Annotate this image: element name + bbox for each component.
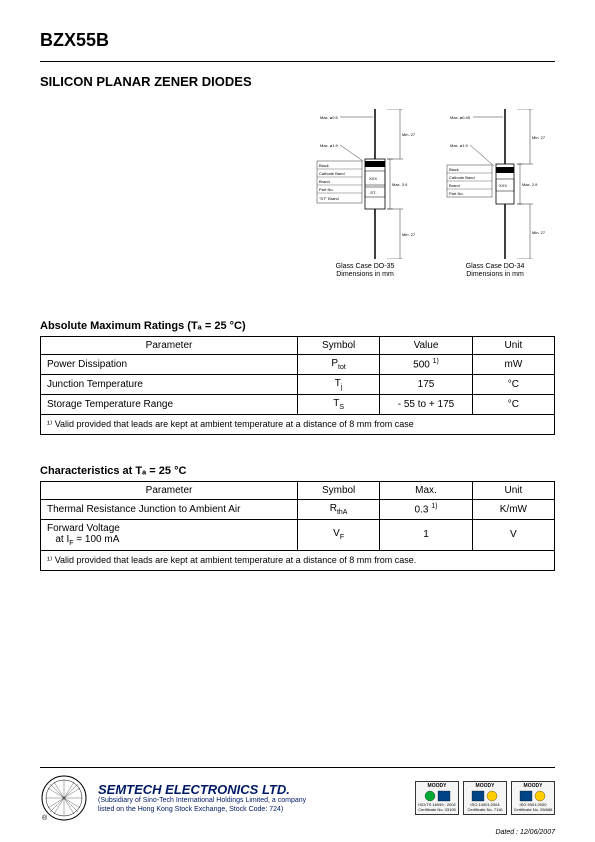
t1-h-param: Parameter [41,336,298,354]
footer-sub1: (Subsidiary of Sino-Tech International H… [98,797,405,805]
cert-badge: MOODY ISO/TS 16949 : 2002 Certificate No… [415,781,459,815]
svg-text:Max. ø0.45: Max. ø0.45 [450,115,471,120]
footer-sub2: listed on the Hong Kong Stock Exchange, … [98,806,405,814]
certification-badges: MOODY ISO/TS 16949 : 2002 Certificate No… [415,781,555,815]
svg-text:Cathode Band: Cathode Band [449,175,475,180]
svg-text:Min. 27.5: Min. 27.5 [532,230,545,235]
t2-h-unit: Unit [472,481,554,499]
t2-h-symbol: Symbol [298,481,380,499]
diagram-do34: XXX Min. 27.5 Min. 27.5 Max. 2.9 Max. ø0… [445,109,545,280]
t1-h-unit: Unit [472,336,554,354]
svg-text:Min. 27.5: Min. 27.5 [402,132,415,137]
table-absolute-maximum-ratings: Parameter Symbol Value Unit Power Dissip… [40,336,555,435]
svg-text:-ST-: -ST- [369,190,377,195]
svg-text:Max. ø0.5: Max. ø0.5 [320,115,339,120]
svg-text:Black: Black [319,163,329,168]
svg-text:XXX: XXX [499,183,507,188]
table-row: Storage Temperature Range TS - 55 to + 1… [41,394,555,414]
dated-text: Dated : 12/06/2007 [495,829,555,836]
semtech-logo-icon: ® [40,774,88,822]
t1-h-symbol: Symbol [298,336,380,354]
footer-company: SEMTECH ELECTRONICS LTD. [98,782,405,797]
table-footnote: ¹⁾ Valid provided that leads are kept at… [41,550,555,570]
table-footnote: ¹⁾ Valid provided that leads are kept at… [41,414,555,434]
caption-do35-2: Dimensions in mm [336,271,394,278]
footer: ® SEMTECH ELECTRONICS LTD. (Subsidiary o… [40,767,555,822]
svg-text:Part No.: Part No. [319,187,334,192]
svg-text:Black: Black [449,167,459,172]
svg-text:®: ® [42,814,48,822]
table-row: Junction Temperature Tj 175 °C [41,374,555,394]
subtitle: SILICON PLANAR ZENER DIODES [40,74,555,89]
part-number: BZX55B [40,30,555,51]
t2-h-max: Max. [380,481,473,499]
svg-text:XXX: XXX [369,176,377,181]
table-characteristics: Parameter Symbol Max. Unit Thermal Resis… [40,481,555,571]
svg-text:Min. 27.5: Min. 27.5 [532,135,545,140]
footer-text: SEMTECH ELECTRONICS LTD. (Subsidiary of … [98,782,405,814]
svg-text:Brand: Brand [449,183,460,188]
table-row: Power Dissipation Ptot 500 1) mW [41,354,555,374]
svg-text:Cathode Band: Cathode Band [319,171,345,176]
svg-text:Brand: Brand [319,179,330,184]
diagram-do35: XXX -ST- Min. 27.5 Min. 27.5 Max. 3.9 Ma… [315,109,415,280]
table1-title: Absolute Maximum Ratings (Tₐ = 25 °C) [40,320,555,332]
table-row: Thermal Resistance Junction to Ambient A… [41,499,555,519]
svg-text:Max. ø1.9: Max. ø1.9 [450,143,469,148]
package-diagrams: XXX -ST- Min. 27.5 Min. 27.5 Max. 3.9 Ma… [40,109,555,280]
cert-badge: MOODY ISO 14001:2004 Certificate No. 711… [463,781,507,815]
svg-text:Max. ø1.9: Max. ø1.9 [320,143,339,148]
svg-text:Max. 3.9: Max. 3.9 [392,182,408,187]
cert-badge: MOODY ISO 9001:2000 Certificate No. 05/6… [511,781,555,815]
caption-do34-1: Glass Case DO-34 [466,263,525,270]
table2-title: Characteristics at Tₐ = 25 °C [40,465,555,477]
svg-text:"ST" Brand: "ST" Brand [319,196,339,201]
svg-text:Min. 27.5: Min. 27.5 [402,232,415,237]
t1-h-value: Value [380,336,473,354]
divider-top [40,61,555,62]
t2-h-param: Parameter [41,481,298,499]
caption-do35-1: Glass Case DO-35 [336,263,395,270]
caption-do34-2: Dimensions in mm [466,271,524,278]
table-row: Forward Voltage at IF = 100 mA VF 1 V [41,519,555,550]
svg-text:Part No.: Part No. [449,191,464,196]
svg-text:Max. 2.9: Max. 2.9 [522,182,538,187]
